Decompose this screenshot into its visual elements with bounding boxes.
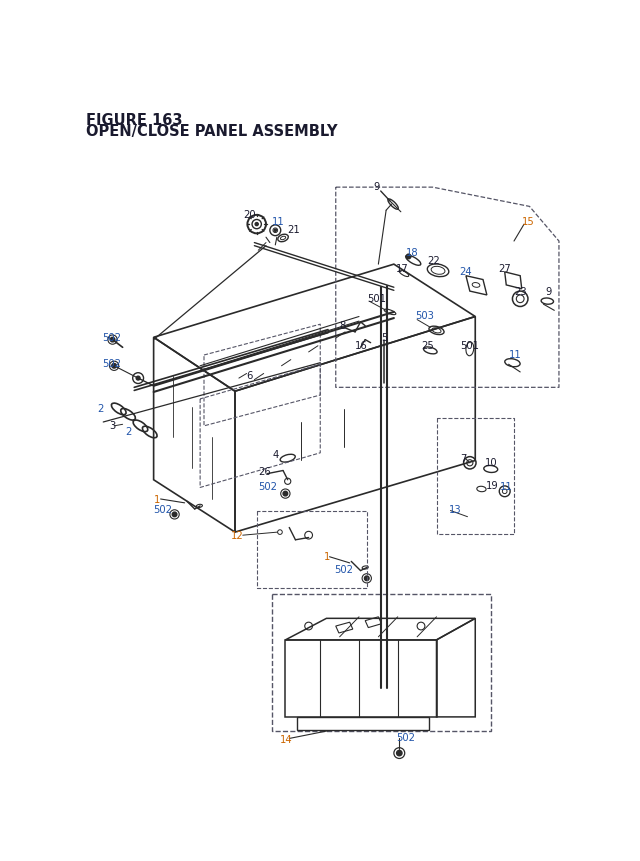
Text: 11: 11 [272, 217, 285, 227]
Circle shape [255, 223, 259, 226]
Text: 19: 19 [486, 480, 499, 490]
Text: 502: 502 [334, 565, 353, 575]
Text: FIGURE 163: FIGURE 163 [86, 113, 182, 127]
Text: 2: 2 [97, 403, 104, 413]
Text: 26: 26 [259, 467, 271, 476]
Text: 502: 502 [396, 733, 415, 742]
Circle shape [136, 377, 140, 381]
Circle shape [110, 338, 115, 343]
Text: 23: 23 [514, 287, 527, 296]
Text: 502: 502 [259, 481, 277, 492]
Circle shape [397, 751, 402, 756]
Text: 13: 13 [449, 505, 461, 515]
Circle shape [172, 512, 177, 517]
Text: 25: 25 [421, 340, 434, 350]
Text: 9: 9 [545, 287, 552, 296]
Text: 15: 15 [522, 217, 534, 227]
Text: 502: 502 [102, 332, 121, 343]
Text: 17: 17 [396, 263, 409, 273]
Text: 5: 5 [381, 332, 387, 343]
Text: 11: 11 [500, 481, 513, 492]
Text: 503: 503 [415, 311, 434, 321]
Text: 11: 11 [509, 350, 522, 359]
Text: OPEN/CLOSE PANEL ASSEMBLY: OPEN/CLOSE PANEL ASSEMBLY [86, 124, 338, 139]
Text: 502: 502 [102, 359, 121, 369]
Text: 12: 12 [231, 530, 244, 540]
Text: 18: 18 [406, 248, 418, 258]
Circle shape [112, 364, 116, 369]
Text: 4: 4 [272, 449, 278, 460]
Text: 1: 1 [324, 551, 330, 561]
Text: 6: 6 [246, 371, 253, 381]
Text: 10: 10 [484, 457, 497, 468]
Text: 27: 27 [499, 263, 511, 273]
Circle shape [274, 230, 276, 232]
Text: 16: 16 [355, 340, 368, 350]
Text: 501: 501 [460, 340, 479, 350]
Bar [272, 594, 491, 731]
Text: 8: 8 [340, 320, 346, 331]
Text: 14: 14 [280, 734, 292, 744]
Circle shape [283, 492, 288, 496]
Text: 24: 24 [460, 266, 472, 276]
Text: 1: 1 [154, 494, 160, 504]
Text: 22: 22 [428, 256, 440, 265]
Text: 3: 3 [109, 420, 116, 430]
Circle shape [364, 576, 369, 581]
Text: 20: 20 [243, 209, 255, 220]
Text: 7: 7 [460, 453, 466, 463]
Circle shape [406, 255, 411, 259]
Text: 9: 9 [373, 182, 380, 192]
Text: 501: 501 [367, 294, 386, 304]
Text: 2: 2 [125, 426, 131, 437]
Text: 21: 21 [288, 225, 300, 235]
Text: 502: 502 [154, 505, 173, 515]
